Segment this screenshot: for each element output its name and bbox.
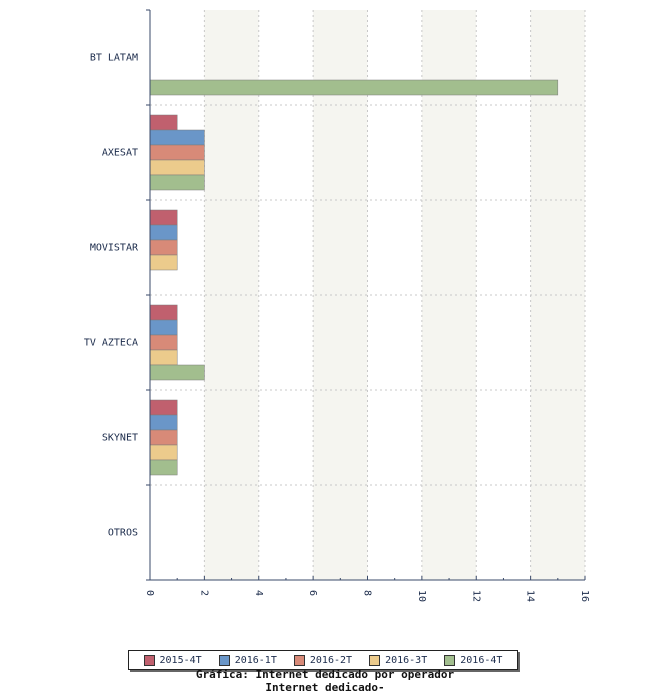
legend-item: 2016-1T (218, 654, 277, 666)
legend-item: 2016-3T (369, 654, 428, 666)
legend: 2015-4T 2016-1T 2016-2T 2016-3T 2016-4T (128, 650, 518, 670)
bar (149, 129, 205, 146)
legend-swatch (293, 654, 305, 666)
category-label: MOVISTAR (90, 243, 139, 254)
category-label: TV AZTECA (84, 338, 138, 349)
x-tick-label: 0 (144, 590, 155, 596)
bar (149, 334, 178, 351)
bar (149, 174, 205, 191)
bar (149, 159, 205, 176)
category-label: SKYNET (102, 433, 138, 444)
x-tick-label: 2 (198, 590, 209, 596)
bar (149, 209, 178, 226)
axes (146, 9, 586, 581)
bar (149, 239, 178, 256)
grid-lines (150, 10, 586, 580)
chart-title: Gráfica: Internet dedicado por operador (195, 668, 455, 681)
chart-subtitle: Internet dedicado- (265, 681, 385, 694)
bar (149, 114, 178, 131)
bar (149, 399, 178, 416)
legend-item: 2016-2T (293, 654, 353, 666)
bar (149, 459, 178, 476)
x-tick-label: 8 (362, 590, 373, 596)
x-tick-label: 4 (253, 590, 264, 596)
legend-label: 2016-3T (385, 654, 428, 666)
bar (149, 349, 178, 366)
labels: BT LATAM AXESAT MOVISTAR TV AZTECA SKYNET OTR… (84, 53, 590, 603)
plot-band (476, 10, 531, 580)
x-tick-label: 10 (416, 590, 427, 602)
legend-label: 2016-2T (309, 654, 353, 666)
bar (149, 444, 178, 461)
bar (149, 429, 178, 446)
legend-label: 2016-1T (234, 654, 277, 666)
x-tick-label: 14 (525, 590, 536, 602)
x-tick-label: 6 (307, 590, 318, 596)
x-tick-label: 12 (470, 590, 481, 602)
category-label: AXESAT (102, 148, 138, 159)
category-label: OTROS (108, 528, 138, 539)
bars (149, 79, 559, 476)
bar (149, 224, 178, 241)
legend-label: 2016-4T (460, 654, 503, 666)
legend-item: 2016-4T (444, 654, 503, 666)
legend-item: 2015-4T (143, 654, 202, 666)
x-tick-label: 16 (579, 590, 590, 602)
bar (149, 319, 178, 336)
legend-swatch (369, 654, 381, 666)
bar (149, 254, 178, 271)
bar (149, 304, 178, 321)
legend-swatch (218, 654, 230, 666)
legend-swatch (444, 654, 456, 666)
category-label: BT LATAM (90, 53, 138, 64)
bar (149, 79, 559, 96)
legend-label: 2015-4T (159, 654, 202, 666)
bar (149, 364, 205, 381)
bar (149, 144, 205, 161)
bar (149, 414, 178, 431)
legend-swatch (143, 654, 155, 666)
